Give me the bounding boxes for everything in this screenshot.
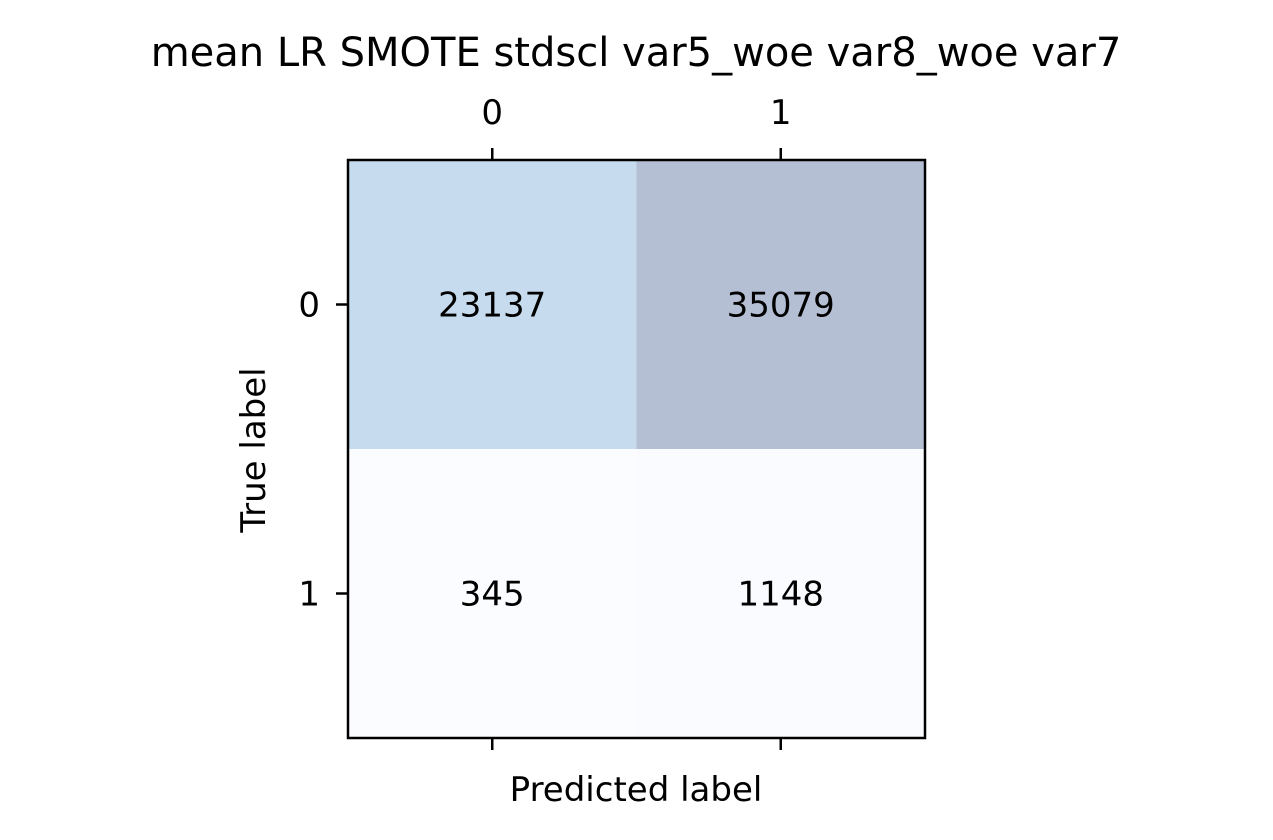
- cell-value-label-1-1: 1148: [737, 575, 824, 615]
- x-tick-label-1: 1: [770, 93, 792, 133]
- matrix-cell-1-1: [636, 449, 926, 739]
- y-axis-label: True label: [234, 367, 274, 533]
- cell-value-label-1-0: 345: [460, 575, 525, 615]
- y-tick-label-0: 0: [298, 286, 320, 326]
- matrix-cell-0-1: [636, 160, 926, 450]
- cell-value-label-0-1: 35079: [727, 286, 835, 326]
- matrix-cells: [348, 160, 926, 739]
- chart-title: mean LR SMOTE stdscl var5_woe var8_woe v…: [151, 30, 1122, 76]
- matrix-cell-0-0: [348, 160, 637, 450]
- plot-frame: [346, 158, 927, 740]
- x-axis-label: Predicted label: [510, 770, 763, 810]
- axis-ticks: [336, 148, 782, 750]
- chart-labels: 23137 35079 345 1148 0 1 0 1: [298, 93, 834, 615]
- x-tick-label-0: 0: [481, 93, 503, 133]
- cell-value-label-0-0: 23137: [438, 286, 546, 326]
- matrix-cell-1-0: [348, 449, 637, 739]
- y-tick-label-1: 1: [298, 575, 320, 615]
